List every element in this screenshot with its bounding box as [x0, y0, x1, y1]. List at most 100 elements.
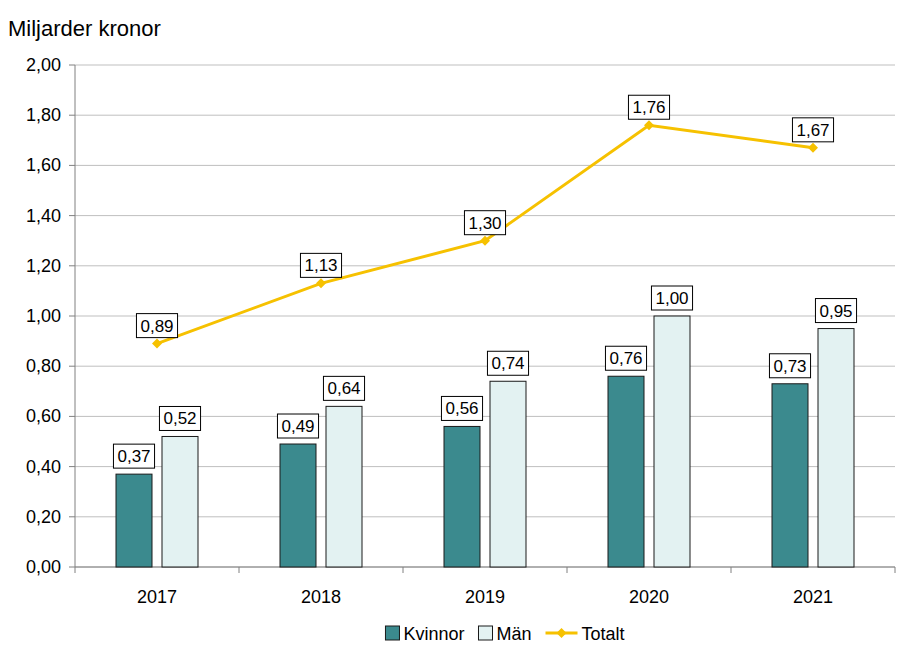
data-label: 1,13	[304, 256, 337, 275]
bar	[280, 444, 316, 567]
data-label-box	[323, 376, 364, 400]
bar	[608, 376, 644, 567]
data-label-box	[277, 414, 318, 438]
x-tick-sep	[731, 567, 732, 573]
data-label-group: 0,95	[815, 299, 856, 323]
data-label-group: 0,52	[159, 406, 200, 430]
x-tick-label: 2017	[137, 587, 177, 607]
data-label: 0,76	[609, 349, 642, 368]
y-tick	[69, 265, 75, 266]
data-label-group: 0,64	[323, 376, 364, 400]
legend-swatch	[385, 626, 399, 640]
marker	[316, 278, 326, 288]
x-tick-sep	[75, 567, 76, 573]
x-tick-label: 2019	[465, 587, 505, 607]
legend-label: Totalt	[582, 624, 625, 644]
x-tick-sep	[239, 567, 240, 573]
y-tick-label: 1,60	[26, 155, 61, 175]
y-tick-label: 0,00	[26, 557, 61, 577]
y-tick	[69, 466, 75, 467]
data-label: 0,73	[773, 357, 806, 376]
y-tick-label: 0,20	[26, 507, 61, 527]
data-label-box	[136, 314, 177, 338]
marker	[480, 236, 490, 246]
y-tick-label: 1,80	[26, 105, 61, 125]
data-label-group: 0,74	[487, 351, 528, 375]
marker	[152, 339, 162, 349]
data-label-group: 1,67	[792, 118, 833, 142]
legend-marker	[557, 628, 567, 638]
y-tick-label: 0,40	[26, 457, 61, 477]
data-label-group: 0,49	[277, 414, 318, 438]
x-tick-sep	[567, 567, 568, 573]
data-label: 0,95	[819, 302, 852, 321]
bar	[162, 436, 198, 567]
data-label-box	[605, 346, 646, 370]
y-tick	[69, 416, 75, 417]
y-tick-label: 0,60	[26, 406, 61, 426]
data-label: 0,64	[327, 379, 360, 398]
y-tick-label: 2,00	[26, 55, 61, 75]
plot-area	[116, 120, 854, 567]
legend-item: Kvinnor	[385, 624, 464, 644]
legend: Kvinnor Män Totalt	[385, 624, 624, 644]
chart: 0,00 0,20 0,40 0,60 0,80 1,00 1,20 1,40 1,60 1,80…	[0, 0, 910, 659]
data-label: 1,00	[655, 289, 688, 308]
data-label-box	[792, 118, 833, 142]
legend-item: Totalt	[546, 624, 625, 644]
data-label-box	[300, 253, 341, 277]
legend-item: Män	[478, 624, 531, 644]
data-label: 0,49	[281, 417, 314, 436]
data-label: 0,89	[140, 317, 173, 336]
data-label: 0,74	[491, 354, 524, 373]
legend-label: Män	[496, 624, 531, 644]
y-tick-label: 1,20	[26, 256, 61, 276]
data-label: 0,52	[163, 409, 196, 428]
marker	[808, 143, 818, 153]
data-label-group: 0,37	[113, 444, 154, 468]
y-tick	[69, 516, 75, 517]
bar	[654, 316, 690, 567]
y-axis-label: Miljarder kronor	[8, 16, 161, 41]
grid-line	[75, 65, 895, 66]
data-label-box	[464, 211, 505, 235]
data-label-box	[113, 444, 154, 468]
data-label-box	[769, 354, 810, 378]
x-tick-label: 2020	[629, 587, 669, 607]
x-tick-label: 2021	[793, 587, 833, 607]
data-label-group: 0,73	[769, 354, 810, 378]
data-label-group: 0,89	[136, 314, 177, 338]
y-tick	[69, 366, 75, 367]
data-label: 0,37	[117, 447, 150, 466]
data-label: 1,76	[632, 98, 665, 117]
marker	[644, 120, 654, 130]
legend-swatch	[478, 626, 492, 640]
data-label: 1,30	[468, 214, 501, 233]
data-labels: 0,37 0,49 0,56 0,76 0,73 0,52 0,64 0,74 1,00 0,95…	[113, 95, 856, 468]
y-tick-label: 0,80	[26, 356, 61, 376]
grid-line	[75, 265, 895, 266]
bar	[116, 474, 152, 567]
data-label: 1,67	[796, 121, 829, 140]
data-label-group: 0,76	[605, 346, 646, 370]
data-label-box	[159, 406, 200, 430]
y-tick	[69, 215, 75, 216]
data-label: 0,56	[445, 399, 478, 418]
data-label-group: 1,76	[628, 95, 669, 119]
y-tick-label: 1,40	[26, 206, 61, 226]
grid-line	[75, 115, 895, 116]
x-tick-sep	[403, 567, 404, 573]
data-label-box	[628, 95, 669, 119]
data-label-group: 0,56	[441, 396, 482, 420]
data-label-group: 1,30	[464, 211, 505, 235]
data-label-box	[815, 299, 856, 323]
bar	[490, 381, 526, 567]
legend-label: Kvinnor	[403, 624, 464, 644]
y-tick	[69, 567, 75, 568]
x-tick-sep	[895, 567, 896, 573]
bar	[444, 426, 480, 567]
grid-line	[75, 316, 895, 317]
y-axis	[75, 65, 76, 567]
data-label-group: 1,00	[651, 286, 692, 310]
data-label-box	[487, 351, 528, 375]
